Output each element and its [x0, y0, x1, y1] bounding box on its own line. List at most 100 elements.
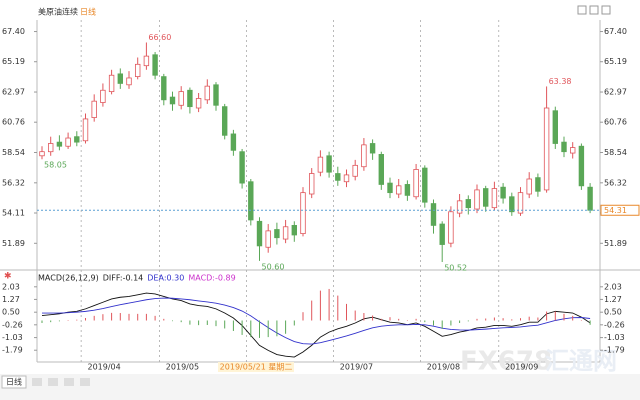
- button[interactable]: [601, 5, 611, 15]
- y-tick-label: 56.32: [2, 178, 25, 187]
- toolbar-icons: [32, 378, 90, 386]
- candle-body: [108, 74, 115, 93]
- macd-bar: [554, 311, 556, 321]
- button[interactable]: [589, 5, 599, 15]
- icon[interactable]: [64, 378, 74, 386]
- y-tick-label: 67.40: [2, 27, 25, 36]
- macd-bar: [67, 320, 69, 321]
- candle-body: [378, 154, 384, 185]
- candle-body: [326, 155, 332, 173]
- last-price-tag: [600, 204, 640, 216]
- candle-body: [448, 211, 454, 244]
- candle-body: [65, 137, 71, 147]
- macd-bar: [459, 320, 461, 323]
- candle-body: [91, 100, 97, 118]
- y-tick-label: -0.26: [604, 320, 625, 329]
- candle-body: [517, 192, 524, 214]
- candle-body: [39, 151, 45, 157]
- macd-bar: [424, 320, 426, 323]
- macd-bar: [311, 300, 313, 321]
- macd-bar: [267, 320, 269, 338]
- macd-bar: [441, 320, 443, 329]
- y-tick-label: 65.19: [604, 57, 627, 66]
- candle-body: [369, 143, 376, 154]
- candle-body: [221, 106, 228, 136]
- y-tick-label: -1.79: [2, 346, 23, 355]
- candle-body: [308, 173, 315, 195]
- macd-bar: [380, 318, 382, 321]
- macd-bar: [363, 313, 365, 321]
- y-tick-label: 54.11: [2, 208, 25, 217]
- candle-body: [465, 199, 471, 209]
- candle-body: [352, 164, 358, 177]
- macd-bar: [476, 318, 478, 321]
- icon[interactable]: [32, 378, 42, 386]
- instrument-title: 美原油连续: [38, 7, 78, 17]
- x-tick-label: 2019/09: [505, 363, 538, 372]
- candle-body: [535, 177, 541, 192]
- button[interactable]: [577, 5, 587, 15]
- icon[interactable]: [80, 378, 90, 386]
- x-tick-label: 2019/07: [340, 363, 373, 372]
- y-tick-label: -0.26: [2, 320, 23, 329]
- candle-body: [282, 226, 289, 240]
- macd-bar: [563, 313, 565, 321]
- candle-body: [126, 77, 132, 86]
- macd-bar: [276, 320, 278, 337]
- y-tick-label: 62.97: [2, 88, 25, 97]
- macd-bar: [537, 317, 539, 321]
- candle-body: [395, 185, 402, 195]
- macd-bar: [285, 320, 287, 334]
- y-tick-label: 2.03: [604, 282, 622, 291]
- candle-body: [204, 85, 210, 101]
- icon[interactable]: [48, 378, 58, 386]
- macd-bar: [589, 320, 591, 325]
- y-tick-label: 58.54: [2, 148, 25, 157]
- candle-body: [335, 173, 341, 181]
- macd-bar: [485, 318, 487, 321]
- candle-body: [361, 144, 367, 168]
- tab-box[interactable]: [1, 375, 27, 389]
- candle-body: [117, 73, 123, 84]
- macd-bar: [528, 316, 530, 321]
- macd-bar: [215, 320, 217, 327]
- macd-bar: [346, 303, 347, 321]
- candle-body: [413, 169, 419, 198]
- candle-body: [552, 110, 558, 144]
- candle-body: [134, 63, 141, 78]
- period-tab[interactable]: 日线: [6, 377, 22, 387]
- y-tick-label: 0.50: [2, 308, 20, 317]
- macd-legend: MACD(26,12,9): [38, 274, 99, 283]
- x-tick-label: 2019/04: [88, 363, 121, 372]
- macd-bar: [354, 310, 356, 321]
- candle-body: [48, 143, 54, 153]
- macd-bar: [119, 313, 121, 321]
- candle-body: [343, 174, 350, 183]
- candle-body: [317, 156, 324, 173]
- candle-body: [100, 89, 106, 103]
- macd-bar: [511, 319, 513, 321]
- macd-bar: [406, 320, 408, 321]
- price-annotation: 50.52: [444, 263, 467, 272]
- macd-bar: [319, 290, 321, 321]
- candle-body: [482, 188, 489, 207]
- macd-bar: [58, 320, 60, 322]
- price-annotation: 66.60: [148, 33, 171, 42]
- candle-body: [500, 186, 506, 199]
- macd-bar: [372, 315, 374, 321]
- candle-body: [256, 220, 263, 247]
- period-label[interactable]: 日线: [80, 7, 96, 17]
- y-tick-label: 65.19: [2, 57, 25, 66]
- candle-body: [56, 141, 63, 147]
- y-tick-label: 60.76: [2, 118, 25, 127]
- macd-bar: [572, 315, 574, 321]
- y-tick-label: 62.97: [604, 88, 627, 97]
- y-tick-label: 51.89: [604, 239, 627, 248]
- candle-body: [178, 91, 184, 106]
- candle-body: [300, 192, 306, 235]
- macd-line: [41, 292, 591, 358]
- macd-bar: [493, 317, 495, 321]
- candle-body: [526, 178, 532, 195]
- macd-bar: [450, 320, 452, 326]
- candle-body: [509, 196, 515, 213]
